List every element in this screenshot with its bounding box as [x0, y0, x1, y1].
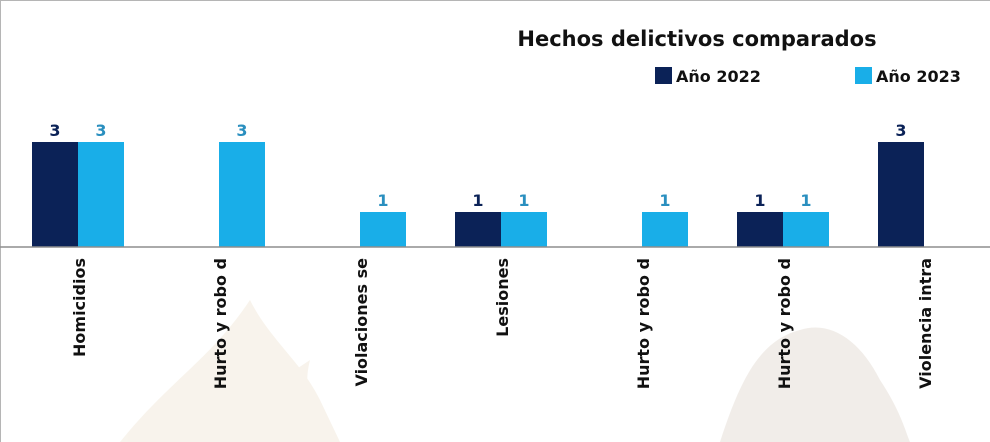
value-label-2-1: 3: [95, 121, 106, 140]
value-label-2-3: 1: [377, 191, 388, 210]
legend-label-1: Año 2022: [676, 67, 761, 86]
category-label-5: Hurto y robo d: [634, 258, 653, 389]
chart-bars: [32, 142, 924, 247]
category-labels: Homicidios Hurto y robo d Violaciones se Le…: [70, 258, 935, 389]
legend-swatch-1: [655, 67, 672, 84]
category-label-7: Violencia intra: [916, 258, 935, 389]
category-label-3: Violaciones se: [352, 258, 371, 387]
category-label-1: Homicidios: [70, 258, 89, 357]
bar-2-4: [501, 212, 547, 247]
value-label-1-7: 3: [895, 121, 906, 140]
bar-1-7: [878, 142, 924, 247]
legend-label-2: Año 2023: [876, 67, 961, 86]
value-label-1-1: 3: [49, 121, 60, 140]
chart-title: Hechos delictivos comparados: [517, 27, 876, 51]
value-label-2-5: 1: [659, 191, 670, 210]
bar-2-1: [78, 142, 124, 247]
value-label-2-6: 1: [800, 191, 811, 210]
category-label-6: Hurto y robo d: [775, 258, 794, 389]
value-label-2-4: 1: [518, 191, 529, 210]
value-label-1-6: 1: [754, 191, 765, 210]
category-label-4: Lesiones: [493, 258, 512, 337]
watermark-image: [120, 300, 910, 442]
category-label-2: Hurto y robo d: [211, 258, 230, 389]
bar-1-1: [32, 142, 78, 247]
bar-2-6: [783, 212, 829, 247]
value-label-1-4: 1: [472, 191, 483, 210]
bar-1-4: [455, 212, 501, 247]
bar-2-3: [360, 212, 406, 247]
bar-2-2: [219, 142, 265, 247]
bar-1-6: [737, 212, 783, 247]
legend-swatch-2: [855, 67, 872, 84]
bar-2-5: [642, 212, 688, 247]
value-labels: 3 3 3 1 1 1 1 1 1 3: [49, 121, 906, 210]
value-label-2-2: 3: [236, 121, 247, 140]
chart-legend: Año 2022 Año 2023: [655, 67, 961, 86]
